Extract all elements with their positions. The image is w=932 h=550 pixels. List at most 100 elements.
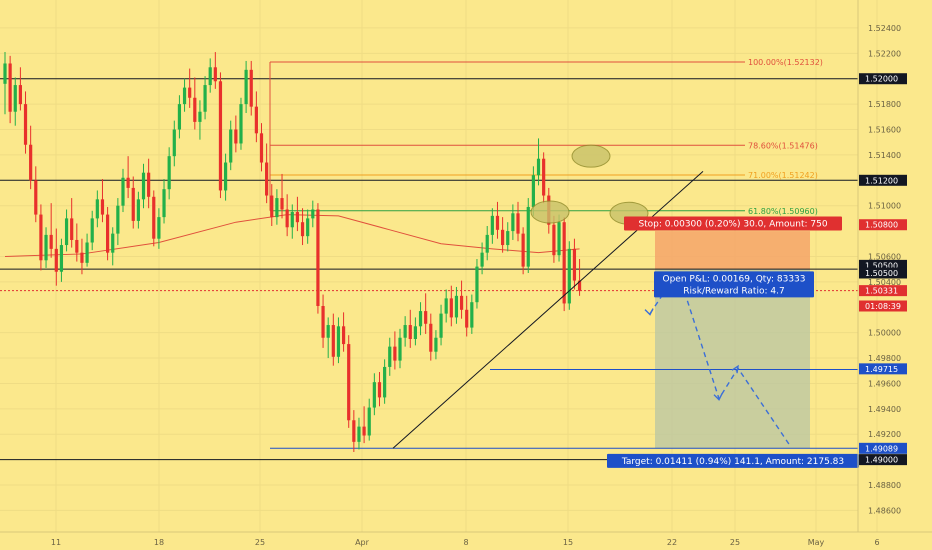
x-tick-label: 11 (51, 538, 61, 547)
candle-body (182, 87, 187, 105)
candle-body (511, 213, 515, 232)
candle-body (162, 189, 166, 218)
candle-body (64, 218, 69, 246)
x-tick-label: 22 (667, 538, 677, 547)
candle-body (193, 97, 197, 122)
projection-arrowhead (644, 308, 654, 316)
candle-body (29, 144, 33, 181)
x-tick-label: 6 (874, 538, 879, 547)
candle-body (218, 81, 223, 191)
candle-body (331, 325, 335, 357)
candle-body (234, 129, 238, 144)
candle-body (111, 233, 115, 253)
target-box-bg (607, 453, 859, 468)
candle-body (321, 305, 325, 338)
candle-body (311, 209, 315, 219)
candle-body (383, 366, 387, 398)
candle-body (85, 242, 89, 263)
y-tick-label: 1.51800 (868, 100, 901, 109)
price-tag-label: 1.49715 (865, 365, 898, 374)
candle-body (352, 420, 356, 442)
candle-body (254, 106, 258, 134)
candle-body (280, 198, 284, 210)
candle-body (290, 212, 294, 228)
candle-body (229, 129, 233, 163)
candle-body (203, 85, 207, 112)
candle-body (8, 63, 12, 112)
candle-body (239, 104, 243, 144)
open-pl-box-bg (654, 271, 814, 298)
candle-body (326, 325, 330, 338)
candle-body (54, 248, 58, 272)
y-tick-label: 1.51400 (868, 151, 901, 160)
y-tick-label: 1.52200 (868, 49, 901, 58)
candle-body (449, 298, 453, 318)
candle-body (485, 234, 489, 253)
candle-body (572, 248, 577, 281)
candle-body (39, 214, 43, 261)
candle-body (316, 209, 320, 306)
candle-body (121, 177, 125, 206)
stop-zone (655, 231, 810, 270)
candle-body (367, 407, 371, 436)
candle-body (542, 158, 546, 196)
candle-body (152, 196, 156, 239)
price-tag-label: 1.49089 (865, 444, 898, 453)
price-axis[interactable]: 1.52400 1.52200 1.51800 1.51600 1.51400 1.510… (868, 24, 901, 515)
y-tick-label: 1.50400 (868, 278, 901, 287)
y-tick-label: 1.50000 (868, 329, 901, 338)
position-labels: Stop: 0.00300 (0.20%) 30.0, Amount: 750 O… (607, 216, 859, 468)
price-tag-bg (859, 300, 907, 312)
candle-body (223, 162, 228, 191)
candle-body (90, 218, 94, 243)
price-tag-bg (859, 363, 907, 375)
price-tag-bg (859, 442, 907, 454)
candle-body (213, 67, 217, 82)
y-tick-label: 1.52400 (868, 24, 901, 33)
candle-body (577, 280, 582, 291)
candle-body (285, 209, 289, 228)
candle-body (454, 295, 459, 318)
candle-body (434, 337, 438, 352)
candle-body (562, 222, 566, 304)
candle-body (141, 172, 146, 200)
candle-body (49, 234, 53, 249)
candle-body (265, 162, 269, 196)
price-tag-label: 1.51200 (865, 176, 898, 185)
stop-box-bg (624, 216, 842, 231)
position-zones (655, 231, 810, 449)
price-tag-bg (859, 174, 907, 186)
candle-body (552, 224, 556, 256)
x-tick-label: May (808, 538, 825, 547)
price-tag-label: 1.50800 (865, 221, 898, 230)
candle-body (480, 252, 484, 267)
y-tick-label: 1.49800 (868, 354, 901, 363)
candle-body (398, 337, 402, 361)
target-box-text: Target: 0.01411 (0.94%) 141.1, Amount: 2… (621, 457, 844, 467)
candle-body (167, 156, 171, 190)
candle-body (413, 326, 417, 340)
price-tag-label: 1.50500 (865, 261, 898, 270)
candle-body (131, 187, 135, 221)
candle-body (75, 239, 79, 253)
fib-label: 78.60%(1.51476) (748, 141, 818, 150)
candle-body (300, 222, 305, 237)
candle-body (13, 85, 17, 112)
candle-body (388, 346, 392, 367)
candle-body (3, 63, 7, 84)
time-axis[interactable]: 11 18 25 Apr 8 15 22 25 May 6 (51, 538, 880, 547)
candle-body (275, 198, 279, 218)
candle-body (444, 298, 448, 314)
fib-label: 61.80%(1.50960) (748, 207, 818, 216)
projection-arrowhead (713, 393, 723, 401)
candle-body (403, 325, 407, 338)
candle-body (23, 104, 28, 145)
price-tag-label: 01:08:39 (865, 302, 901, 311)
candle-body (34, 180, 38, 215)
candle-body (362, 426, 366, 436)
y-tick-label: 1.48600 (868, 506, 901, 515)
candle-body (465, 309, 469, 328)
candle-body (18, 85, 22, 105)
y-tick-label: 1.49600 (868, 379, 901, 388)
